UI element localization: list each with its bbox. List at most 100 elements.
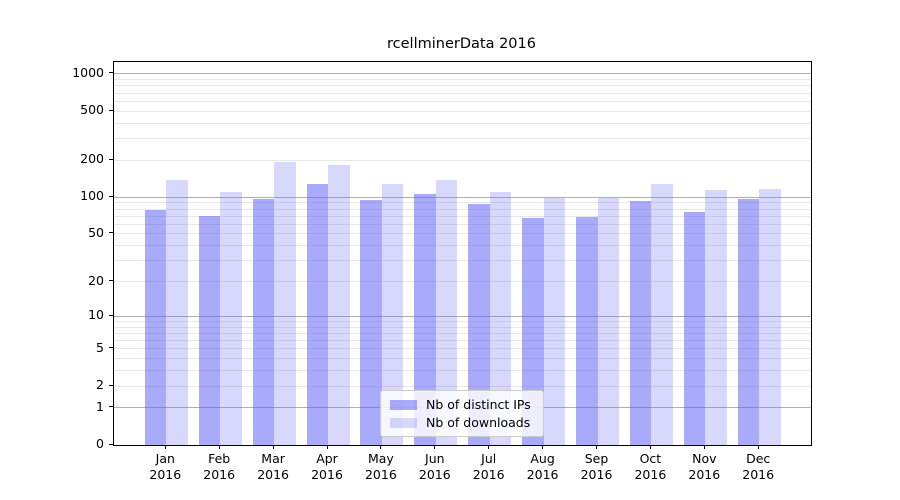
bar-distinct-ips	[414, 194, 436, 445]
minor-gridline	[114, 245, 811, 247]
bar-downloads	[220, 192, 242, 445]
y-tick-label: 0	[96, 436, 104, 451]
bar-downloads	[759, 188, 781, 445]
bar-downloads	[166, 179, 188, 445]
x-tick-year: 2016	[311, 467, 343, 482]
minor-gridline	[114, 260, 811, 262]
major-gridline	[114, 73, 811, 75]
y-tick-label: 200	[80, 151, 104, 167]
minor-gridline	[114, 320, 811, 322]
bar-distinct-ips	[576, 216, 598, 445]
y-tick-mark	[109, 314, 114, 316]
minor-gridline	[114, 100, 811, 102]
bar-downloads	[543, 197, 566, 445]
x-tick-year: 2016	[526, 467, 559, 482]
x-tick-mark	[488, 445, 490, 449]
minor-gridline	[114, 202, 811, 204]
x-tick-year: 2016	[472, 467, 505, 482]
x-tick-year: 2016	[418, 467, 451, 482]
y-tick-mark	[109, 347, 114, 349]
minor-gridline	[114, 138, 811, 140]
minor-gridline	[114, 358, 811, 360]
x-tick-month: Jun	[425, 451, 445, 466]
y-tick-label: 1000	[72, 64, 104, 80]
y-tick-label: 2	[96, 377, 104, 392]
bar-distinct-ips	[683, 211, 706, 445]
major-gridline	[114, 196, 811, 198]
y-tick-label: 10	[88, 307, 104, 323]
x-tick-label: Mar 2016	[241, 451, 305, 483]
y-tick-label: 500	[80, 102, 104, 118]
x-tick-label: Dec 2016	[726, 451, 790, 483]
minor-gridline	[114, 370, 811, 372]
x-tick-label: Apr 2016	[295, 451, 359, 483]
x-tick-year: 2016	[149, 467, 182, 482]
bar-distinct-ips	[360, 199, 382, 445]
plot-area	[113, 61, 812, 446]
legend-item-distinct-ips: Nb of distinct IPs	[390, 396, 543, 412]
x-tick-label: Jan 2016	[133, 451, 197, 483]
x-tick-mark	[164, 445, 166, 449]
x-tick-label: Feb 2016	[187, 451, 251, 483]
x-tick-mark	[218, 445, 220, 449]
legend-swatch-distinct-ips	[390, 399, 417, 410]
minor-gridline	[114, 215, 811, 217]
x-tick-mark	[649, 445, 651, 449]
y-tick-mark	[109, 384, 114, 386]
minor-gridline	[114, 122, 811, 124]
y-tick-mark	[109, 280, 114, 281]
x-tick-mark	[272, 445, 274, 449]
x-tick-label: Jun 2016	[403, 451, 467, 483]
x-tick-month: May	[367, 451, 394, 466]
x-tick-mark	[326, 445, 328, 449]
x-tick-year: 2016	[634, 467, 667, 482]
x-tick-mark	[434, 445, 436, 449]
y-tick-label: 5	[96, 339, 104, 355]
x-tick-month: Oct	[639, 451, 662, 466]
bar-distinct-ips	[198, 216, 221, 445]
y-tick-label: 20	[88, 272, 104, 288]
y-tick-mark	[109, 195, 114, 197]
bar-downloads	[705, 190, 727, 445]
x-tick-label: Oct 2016	[618, 451, 682, 483]
x-tick-month: Dec	[746, 451, 771, 466]
y-tick-mark	[109, 109, 114, 111]
x-tick-year: 2016	[203, 467, 236, 482]
bar-distinct-ips	[629, 201, 652, 445]
minor-gridline	[114, 348, 811, 350]
x-tick-year: 2016	[742, 467, 775, 482]
minor-gridline	[114, 233, 811, 235]
legend-label-downloads: Nb of downloads	[426, 414, 531, 430]
x-tick-month: Nov	[692, 451, 717, 466]
bar-downloads	[651, 183, 673, 445]
x-tick-month: Apr	[316, 451, 338, 466]
y-tick-label: 1	[96, 398, 104, 414]
y-tick-mark	[109, 406, 114, 408]
minor-gridline	[114, 208, 811, 210]
y-tick-mark	[109, 72, 114, 74]
bar-distinct-ips	[306, 184, 328, 445]
minor-gridline	[114, 79, 811, 81]
bar-distinct-ips	[737, 198, 760, 445]
x-tick-month: Feb	[208, 451, 231, 466]
x-tick-mark	[596, 445, 597, 449]
minor-gridline	[114, 281, 811, 282]
minor-gridline	[114, 332, 811, 334]
x-tick-month: Sep	[584, 451, 609, 466]
bar-downloads	[489, 191, 512, 445]
bar-downloads	[381, 184, 404, 445]
x-tick-mark	[380, 445, 382, 449]
minor-gridline	[114, 340, 811, 341]
legend-label-distinct-ips: Nb of distinct IPs	[426, 396, 531, 412]
bar-downloads	[328, 165, 350, 445]
bar-downloads	[435, 179, 458, 445]
x-tick-month: Jul	[481, 451, 497, 466]
legend: Nb of distinct IPs Nb of downloads	[380, 390, 544, 437]
x-tick-mark	[757, 445, 759, 449]
bar-downloads	[597, 197, 619, 445]
x-tick-year: 2016	[688, 467, 721, 482]
legend-item-downloads: Nb of downloads	[390, 414, 543, 430]
bar-downloads	[274, 161, 296, 445]
minor-gridline	[114, 159, 811, 161]
x-tick-label: Sep 2016	[565, 451, 629, 483]
